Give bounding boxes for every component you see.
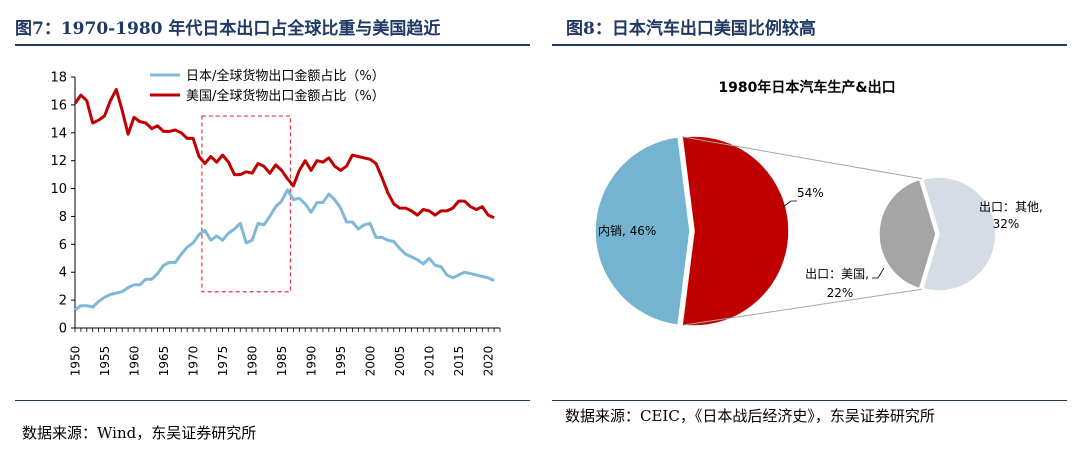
left-source-rule [15,400,530,401]
x-tick-label: 2010 [423,346,437,377]
x-tick-label: 1990 [305,346,319,377]
breakdown-slice-other [921,176,997,292]
pie-slice-domestic [594,135,691,327]
japan-share-line [74,188,495,312]
right-title-rule [552,44,1067,46]
connector-line [682,136,922,180]
legend-label: 日本/全球货物出口金额占比（%） [186,68,385,84]
x-tick-label: 2015 [452,346,466,377]
pie-title: 1980年日本汽车生产&出口 [718,79,895,96]
y-tick-label: 2 [59,294,67,309]
left-panel-title: 图7：1970-1980 年代日本出口占全球比重与美国趋近 [15,19,441,39]
breakdown-slice-us [878,178,937,290]
x-tick-label: 1985 [275,346,289,377]
breakdown-label-other-name: 出口：其他, [979,200,1043,214]
breakdown-label-other-value: 32% [993,217,1020,231]
line-chart: 0 2 4 6 8 10 12 14 16 18 1950 1955 1960 1965 1970 1975 1… [50,68,501,377]
pie-label-domestic: 内销, 46% [598,224,656,238]
y-tick-label: 8 [59,210,67,225]
x-tick-label: 2000 [364,346,378,377]
right-source-rule [552,400,1067,401]
y-tick-label: 14 [50,126,67,141]
right-panel-title: 图8：日本汽车出口美国比例较高 [566,19,816,39]
left-source: 数据来源：Wind，东吴证券研究所 [22,424,257,442]
highlight-box [201,115,292,293]
legend-label: 美国/全球货物出口金额占比（%） [186,88,385,104]
y-tick-label: 16 [50,98,67,113]
y-tick-label: 18 [50,71,67,86]
pie-slice-export [681,135,790,327]
x-tick-label: 1975 [216,346,230,377]
leader-line [872,267,885,279]
y-tick-label: 0 [59,322,67,337]
x-tick-label: 1955 [98,346,112,377]
x-tick-label: 2005 [393,346,407,377]
leader-line [782,200,797,208]
x-tick-label: 1980 [246,346,260,377]
x-tick-label: 1970 [187,346,201,377]
x-tick-label: 1995 [334,346,348,377]
y-tick-label: 4 [59,266,67,281]
right-source: 数据来源：CEIC，《日本战后经济史》，东吴证券研究所 [565,407,935,425]
us-share-line [73,88,495,220]
y-tick-label: 10 [50,182,67,197]
breakdown-label-us-name: 出口：美国, [805,267,869,281]
connector-line [682,288,922,326]
breakdown-label-us-value: 22% [827,286,854,300]
x-tick-label: 2020 [482,346,496,377]
y-tick-label: 6 [59,238,67,253]
y-tick-label: 12 [50,154,67,169]
left-title-rule [15,44,530,46]
x-tick-label: 1950 [69,346,83,377]
pie-label-export: 54% [797,186,824,200]
x-tick-label: 1965 [157,346,171,377]
x-tick-label: 1960 [128,346,142,377]
